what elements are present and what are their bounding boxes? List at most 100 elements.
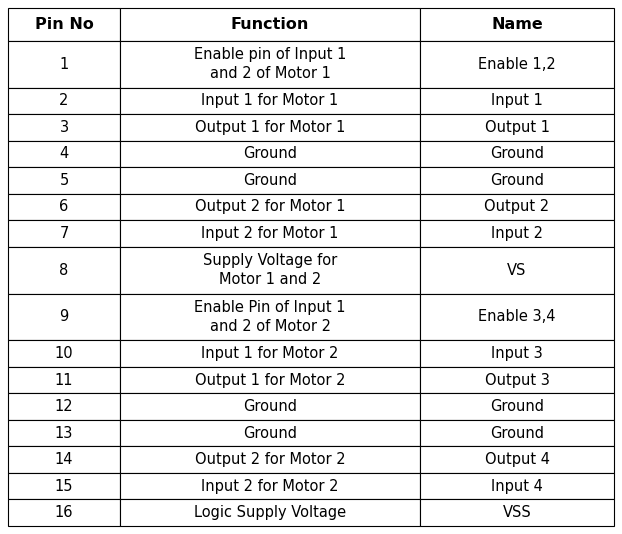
Bar [8, 340, 120, 367]
Bar [8, 114, 120, 140]
Text: Input 2: Input 2 [491, 226, 543, 241]
Bar [120, 473, 420, 499]
Bar [8, 446, 120, 473]
Text: 10: 10 [55, 346, 73, 361]
Bar [120, 420, 420, 446]
Bar [120, 88, 420, 114]
Text: Ground: Ground [243, 399, 297, 414]
Text: Input 3: Input 3 [491, 346, 543, 361]
Text: 11: 11 [55, 373, 73, 388]
Text: Output 2: Output 2 [485, 199, 550, 214]
Text: 1: 1 [60, 57, 68, 72]
Text: Output 4: Output 4 [485, 452, 550, 467]
Bar [120, 394, 420, 420]
Text: 3: 3 [60, 120, 68, 135]
Text: Supply Voltage for
Motor 1 and 2: Supply Voltage for Motor 1 and 2 [203, 253, 337, 287]
Bar [420, 194, 614, 220]
Text: 12: 12 [55, 399, 73, 414]
Bar [420, 8, 614, 41]
Bar [120, 194, 420, 220]
Text: 15: 15 [55, 479, 73, 494]
Text: Output 2 for Motor 2: Output 2 for Motor 2 [195, 452, 345, 467]
Text: Input 1 for Motor 1: Input 1 for Motor 1 [202, 93, 339, 108]
Text: Name: Name [491, 17, 543, 32]
Text: Enable Pin of Input 1
and 2 of Motor 2: Enable Pin of Input 1 and 2 of Motor 2 [194, 300, 346, 334]
Text: Enable 3,4: Enable 3,4 [478, 310, 556, 325]
Bar [420, 446, 614, 473]
Bar [8, 8, 120, 41]
Text: 9: 9 [60, 310, 68, 325]
Text: Ground: Ground [243, 426, 297, 441]
Text: Ground: Ground [490, 426, 544, 441]
Text: Function: Function [231, 17, 309, 32]
Bar [120, 8, 420, 41]
Text: Ground: Ground [490, 173, 544, 188]
Text: Ground: Ground [243, 173, 297, 188]
Text: Output 1: Output 1 [485, 120, 550, 135]
Bar [8, 367, 120, 394]
Text: Input 2 for Motor 1: Input 2 for Motor 1 [202, 226, 339, 241]
Bar [420, 88, 614, 114]
Text: 7: 7 [59, 226, 69, 241]
Bar [120, 41, 420, 88]
Bar [420, 247, 614, 294]
Text: 8: 8 [60, 263, 68, 278]
Bar [120, 220, 420, 247]
Text: Enable 1,2: Enable 1,2 [478, 57, 556, 72]
Text: 6: 6 [60, 199, 68, 214]
Text: Input 4: Input 4 [491, 479, 543, 494]
Bar [420, 340, 614, 367]
Text: Enable pin of Input 1
and 2 of Motor 1: Enable pin of Input 1 and 2 of Motor 1 [194, 46, 346, 82]
Bar [420, 499, 614, 526]
Text: 13: 13 [55, 426, 73, 441]
Text: 2: 2 [59, 93, 69, 108]
Bar [8, 41, 120, 88]
Bar [120, 114, 420, 140]
Bar [420, 294, 614, 340]
Bar [420, 220, 614, 247]
Bar [120, 167, 420, 194]
Bar [8, 294, 120, 340]
Bar [420, 420, 614, 446]
Text: 14: 14 [55, 452, 73, 467]
Bar [420, 473, 614, 499]
Bar [120, 340, 420, 367]
Bar [120, 446, 420, 473]
Bar [420, 41, 614, 88]
Text: Input 1: Input 1 [491, 93, 543, 108]
Bar [420, 140, 614, 167]
Bar [8, 473, 120, 499]
Text: Output 1 for Motor 2: Output 1 for Motor 2 [195, 373, 345, 388]
Bar [120, 499, 420, 526]
Text: Ground: Ground [490, 399, 544, 414]
Bar [8, 88, 120, 114]
Text: Logic Supply Voltage: Logic Supply Voltage [194, 505, 346, 520]
Text: 5: 5 [60, 173, 68, 188]
Text: 16: 16 [55, 505, 73, 520]
Text: Ground: Ground [490, 146, 544, 161]
Bar [8, 394, 120, 420]
Text: Output 3: Output 3 [485, 373, 549, 388]
Bar [8, 167, 120, 194]
Bar [420, 114, 614, 140]
Bar [420, 394, 614, 420]
Text: Input 2 for Motor 2: Input 2 for Motor 2 [202, 479, 339, 494]
Text: Input 1 for Motor 2: Input 1 for Motor 2 [202, 346, 339, 361]
Bar [420, 367, 614, 394]
Bar [8, 499, 120, 526]
Text: Ground: Ground [243, 146, 297, 161]
Text: Output 2 for Motor 1: Output 2 for Motor 1 [195, 199, 345, 214]
Text: VSS: VSS [503, 505, 531, 520]
Bar [420, 167, 614, 194]
Text: Output 1 for Motor 1: Output 1 for Motor 1 [195, 120, 345, 135]
Text: VS: VS [508, 263, 527, 278]
Bar [8, 194, 120, 220]
Text: Pin No: Pin No [35, 17, 93, 32]
Bar [120, 247, 420, 294]
Text: 4: 4 [60, 146, 68, 161]
Bar [120, 367, 420, 394]
Bar [8, 420, 120, 446]
Bar [8, 220, 120, 247]
Bar [8, 247, 120, 294]
Bar [8, 140, 120, 167]
